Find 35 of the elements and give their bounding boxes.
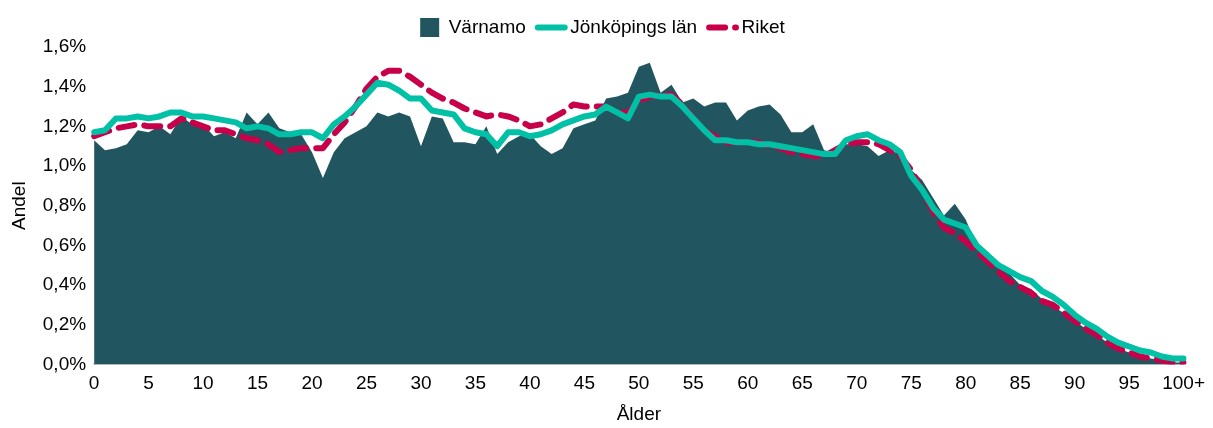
x-tick-label: 90 bbox=[1064, 372, 1086, 394]
x-tick-label: 0 bbox=[88, 372, 100, 394]
x-tick-label: 55 bbox=[682, 372, 704, 394]
x-tick-label: 50 bbox=[628, 372, 650, 394]
x-tick-label: 40 bbox=[519, 372, 541, 394]
y-tick-label: 1,2% bbox=[42, 114, 87, 136]
y-tick-label: 1,4% bbox=[42, 74, 87, 96]
x-tick-label: 100+ bbox=[1162, 372, 1205, 394]
legend-label: Riket bbox=[741, 15, 786, 37]
x-tick-label: 75 bbox=[900, 372, 922, 394]
legend-label: Värnamo bbox=[448, 15, 526, 37]
x-tick-label: 35 bbox=[464, 372, 486, 394]
y-axis-title: Andel bbox=[7, 181, 29, 230]
y-tick-label: 1,0% bbox=[42, 154, 87, 176]
y-tick-label: 0,2% bbox=[42, 312, 87, 334]
x-tick-label: 25 bbox=[355, 372, 378, 394]
y-tick-label: 0,6% bbox=[42, 233, 87, 255]
x-tick-label: 85 bbox=[1009, 372, 1031, 394]
x-tick-label: 65 bbox=[791, 372, 813, 394]
x-tick-label: 95 bbox=[1118, 372, 1140, 394]
y-tick-label: 0,8% bbox=[42, 193, 87, 215]
legend-label: Jönköpings län bbox=[570, 15, 698, 37]
y-tick-label: 0,4% bbox=[42, 273, 87, 295]
x-tick-label: 30 bbox=[410, 372, 432, 394]
x-tick-label: 20 bbox=[301, 372, 323, 394]
x-axis-title: Ålder bbox=[616, 402, 662, 424]
y-tick-label: 1,6% bbox=[42, 35, 87, 57]
x-tick-label: 80 bbox=[955, 372, 977, 394]
x-tick-label: 45 bbox=[573, 372, 595, 394]
x-tick-label: 5 bbox=[143, 372, 154, 394]
x-tick-label: 15 bbox=[246, 372, 269, 394]
y-tick-label: 0,0% bbox=[42, 352, 87, 374]
x-tick-label: 60 bbox=[737, 372, 759, 394]
x-tick-label: 70 bbox=[846, 372, 868, 394]
x-tick-label: 10 bbox=[192, 372, 214, 394]
